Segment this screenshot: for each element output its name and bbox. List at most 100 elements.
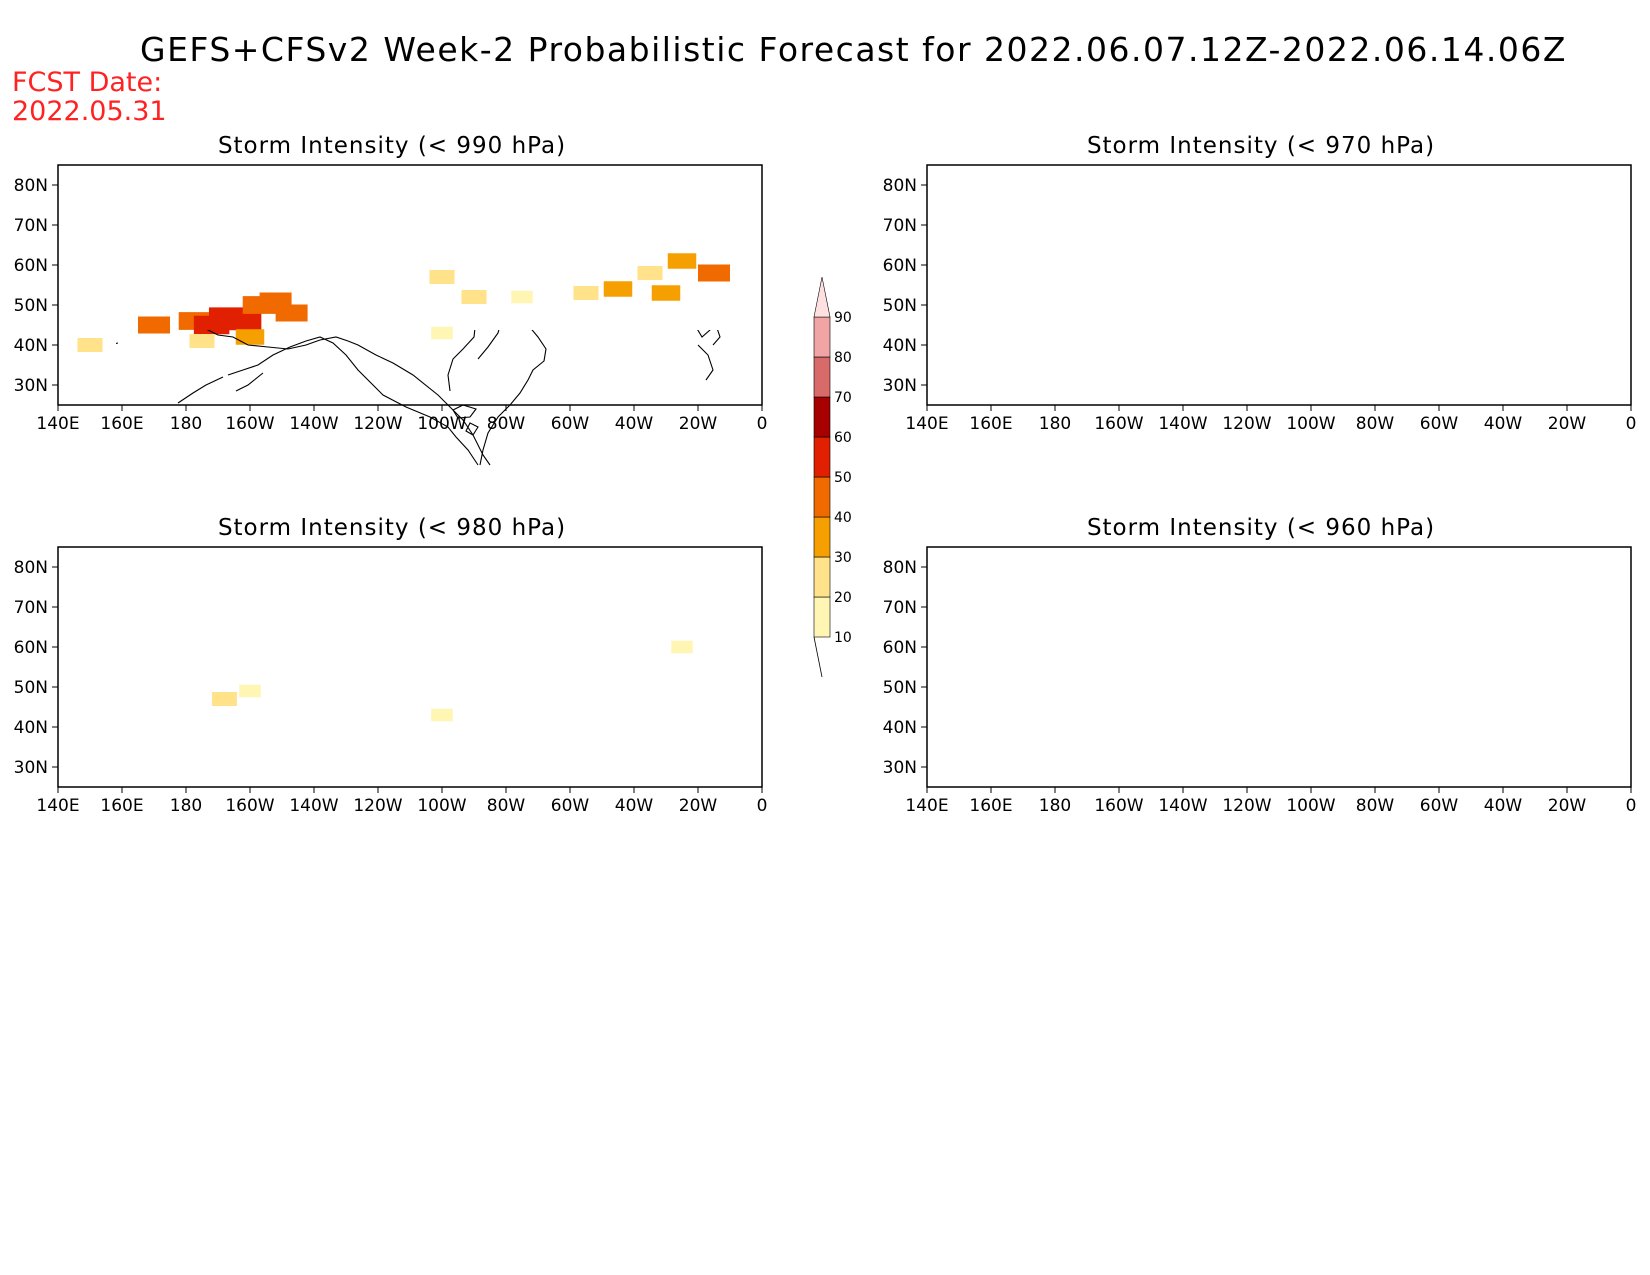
lat-tick-label: 80N (883, 558, 917, 578)
lon-tick-label: 140E (905, 796, 948, 816)
map-panel-960: 140E 160E 180 160W 140W 120W 100W 80W 60W 40W 20W 0… (883, 546, 1636, 816)
probability-cell (431, 326, 453, 340)
lat-tick-label: 50N (883, 296, 917, 316)
lon-tick-label: 140E (36, 414, 79, 434)
colorbar-segment (813, 436, 831, 478)
lon-tick-label: 40W (615, 796, 654, 816)
lat-tick-label: 70N (14, 216, 48, 236)
map-panel-990: 140E 160E 180 160W 140W 120W 100W 80W 60W 40W 20W 0… (14, 164, 768, 466)
lon-tick-label: 180 (170, 796, 202, 816)
map-frame (926, 546, 1632, 788)
lat-tick-label: 70N (883, 216, 917, 236)
probability-cell (603, 281, 633, 297)
lat-tick-label: 40N (14, 336, 48, 356)
colorbar-label: 30 (834, 550, 852, 566)
lon-tick-label: 0 (757, 414, 768, 434)
lon-tick-label: 160E (969, 796, 1012, 816)
lat-tick-label: 30N (883, 758, 917, 778)
probability-cell (211, 692, 237, 706)
colorbar-label: 10 (834, 630, 852, 646)
lat-tick-label: 40N (883, 718, 917, 738)
lat-tick-label: 70N (14, 598, 48, 618)
lat-tick-label: 40N (14, 718, 48, 738)
lon-tick-label: 100W (417, 414, 466, 434)
lon-tick-label: 140W (1158, 414, 1207, 434)
lon-tick-label: 60W (551, 796, 590, 816)
forecast-date-label: FCST Date: (12, 67, 163, 98)
lon-tick-label: 20W (1548, 414, 1587, 434)
colorbar-segment (813, 516, 831, 558)
lon-tick-label: 120W (1222, 796, 1271, 816)
lat-tick-label: 60N (883, 638, 917, 658)
lon-tick-label: 180 (1039, 796, 1071, 816)
probability-cell (573, 286, 599, 300)
probability-cell (511, 290, 533, 304)
colorbar-label: 20 (834, 590, 852, 606)
colorbar-label: 80 (834, 350, 852, 366)
colorbar-label: 70 (834, 390, 852, 406)
probability-field (211, 640, 693, 722)
colorbar-label: 50 (834, 470, 852, 486)
lon-tick-label: 120W (353, 414, 402, 434)
probability-cell (138, 316, 170, 334)
map-frame (57, 546, 763, 788)
lat-tick-label: 30N (883, 376, 917, 396)
lon-tick-label: 80W (487, 414, 526, 434)
lon-tick-label: 0 (1626, 414, 1637, 434)
lon-tick-label: 160W (225, 796, 274, 816)
probability-cell (77, 338, 103, 352)
colorbar-segment (813, 356, 831, 398)
colorbar-label: 40 (834, 510, 852, 526)
colorbar-label: 90 (834, 310, 852, 326)
probability-cell (461, 290, 487, 304)
lon-tick-label: 160E (969, 414, 1012, 434)
lon-tick-label: 100W (417, 796, 466, 816)
map-panel-970: 140E 160E 180 160W 140W 120W 100W 80W 60W 40W 20W 0… (883, 164, 1637, 434)
panel-title-980: Storm Intensity (< 980 hPa) (217, 515, 567, 541)
lat-tick-label: 40N (883, 336, 917, 356)
lat-tick-label: 60N (883, 256, 917, 276)
lon-tick-label: 60W (1420, 414, 1459, 434)
colorbar-top-arrow (813, 276, 831, 318)
lon-tick-label: 160W (1094, 414, 1143, 434)
lon-tick-label: 40W (1484, 796, 1523, 816)
probability-cell (225, 311, 262, 331)
colorbar-segment (813, 396, 831, 438)
lat-tick-label: 60N (14, 638, 48, 658)
lon-tick-label: 160E (100, 414, 143, 434)
probability-cell (239, 684, 261, 698)
colorbar: 10 20 30 40 50 60 70 80 90 (813, 276, 852, 678)
forecast-date: FCST Date: 2022.05.31 (12, 68, 167, 126)
lat-tick-label: 30N (14, 758, 48, 778)
lon-tick-label: 140E (905, 414, 948, 434)
lon-tick-label: 0 (757, 796, 768, 816)
probability-field (77, 253, 730, 352)
lon-tick-label: 180 (1039, 414, 1071, 434)
lon-tick-label: 120W (353, 796, 402, 816)
lon-tick-label: 140W (289, 796, 338, 816)
colorbar-bottom-tail (813, 636, 823, 678)
lat-tick-label: 80N (14, 176, 48, 196)
map-frame (926, 164, 1632, 406)
probability-cell (671, 640, 693, 654)
lon-tick-label: 60W (551, 414, 590, 434)
lon-tick-label: 20W (679, 796, 718, 816)
map-frame (57, 164, 763, 406)
lon-tick-label: 20W (679, 414, 718, 434)
lon-tick-label: 100W (1286, 414, 1335, 434)
colorbar-segment (813, 476, 831, 518)
lon-tick-label: 60W (1420, 796, 1459, 816)
probability-cell (431, 708, 453, 722)
lon-tick-label: 40W (1484, 414, 1523, 434)
lat-tick-label: 80N (883, 176, 917, 196)
forecast-date-value: 2022.05.31 (12, 96, 167, 127)
probability-cell (651, 285, 681, 301)
lat-tick-label: 70N (883, 598, 917, 618)
map-panel-980: 140E 160E 180 160W 140W 120W 100W 80W 60W 40W 20W 0… (14, 546, 768, 816)
lon-tick-label: 80W (487, 796, 526, 816)
probability-cell (667, 253, 697, 269)
lon-tick-label: 80W (1356, 796, 1395, 816)
probability-cell (275, 304, 308, 322)
lon-tick-label: 180 (170, 414, 202, 434)
